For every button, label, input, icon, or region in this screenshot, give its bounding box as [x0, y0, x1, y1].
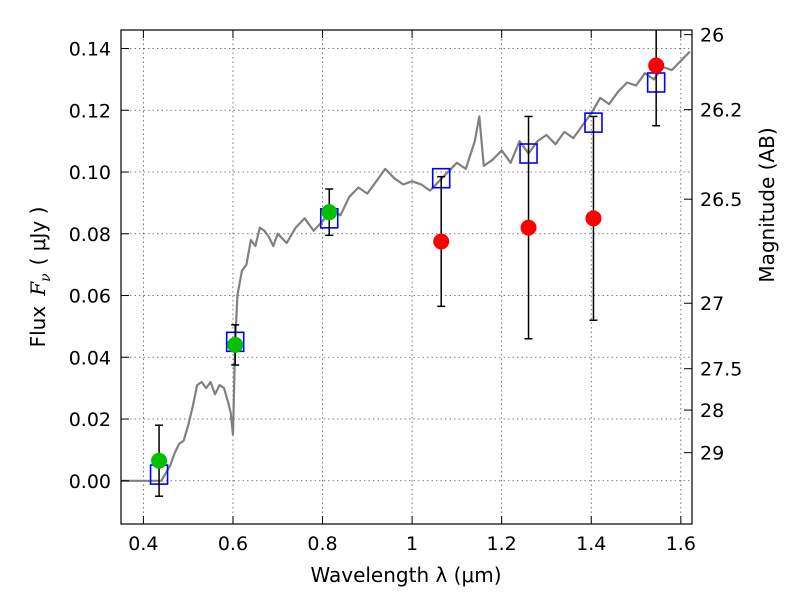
x-tick-label: 0.6: [218, 533, 248, 555]
y-tick-label: 0.04: [69, 347, 111, 369]
x-tick-label: 1.2: [487, 533, 517, 555]
x-tick-label: 0.4: [128, 533, 158, 555]
y2-tick-label: 27.5: [700, 359, 742, 381]
y2-axis-ticks: 26 26.2 26.5 27 27.5 28 29: [684, 25, 742, 465]
y-tick-label: 0.10: [69, 162, 111, 184]
y2-tick-label: 28: [700, 400, 724, 422]
x-axis-ticks: 0.4 0.6 0.8 1 1.2 1.4 1.6: [128, 30, 696, 555]
y-axis-title-unit: ( μJy ): [26, 207, 50, 266]
upper-limit-point: [433, 233, 450, 250]
detection-point: [151, 452, 168, 469]
upper-limit-point: [648, 57, 665, 74]
upper-limit-point: [520, 219, 537, 236]
y2-tick-label: 29: [700, 443, 724, 465]
y-tick-label: 0.00: [69, 471, 111, 493]
upper-limit-point: [585, 210, 602, 227]
plot-area: [121, 30, 691, 497]
x-axis-title: Wavelength λ (μm): [310, 563, 501, 587]
y-tick-label: 0.06: [69, 286, 111, 308]
detection-point: [321, 204, 338, 221]
plot-frame: [120, 29, 693, 525]
model-spectrum-line: [121, 50, 691, 482]
y-axis-ticks: 0.00 0.02 0.04 0.06 0.08 0.10 0.12 0.14: [69, 39, 129, 493]
y2-tick-label: 26: [700, 25, 724, 47]
y-axis-title-symbol: F: [26, 281, 50, 297]
y2-tick-label: 27: [700, 293, 724, 315]
y-tick-label: 0.14: [69, 39, 111, 61]
y2-tick-label: 26.5: [700, 189, 742, 211]
x-tick-label: 1.4: [576, 533, 606, 555]
y-tick-label: 0.02: [69, 409, 111, 431]
y-axis-title: Flux Fν ( μJy ): [26, 207, 54, 348]
y-tick-label: 0.12: [69, 100, 111, 122]
x-tick-label: 1.6: [666, 533, 696, 555]
y-axis-title-prefix: Flux: [26, 306, 50, 348]
y2-axis-title: Magnitude (AB): [755, 127, 779, 282]
x-tick-label: 1: [406, 533, 418, 555]
detection-point: [227, 336, 244, 353]
y-axis-title-subscript: ν: [38, 273, 54, 282]
y2-tick-label: 26.2: [700, 100, 742, 122]
y-tick-label: 0.08: [69, 224, 111, 246]
x-tick-label: 0.8: [307, 533, 337, 555]
